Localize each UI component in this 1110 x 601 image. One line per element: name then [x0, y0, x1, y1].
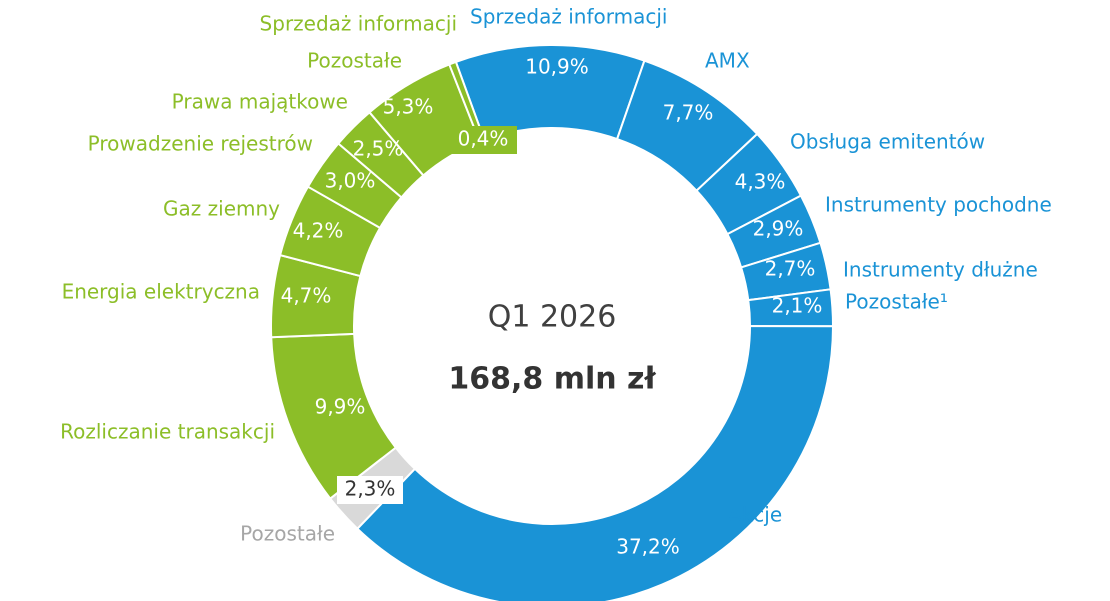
center-title: Q1 2026 [488, 300, 617, 335]
category-label: Pozostałe [307, 49, 402, 73]
value-label: 2,7% [765, 257, 816, 281]
value-label: 2,9% [753, 217, 804, 241]
value-label: 5,3% [383, 95, 434, 119]
category-label: Sprzedaż informacji [470, 5, 667, 29]
value-label-box [337, 476, 403, 504]
value-label: 2,3% [345, 477, 396, 501]
value-label: 37,2% [616, 535, 680, 559]
value-label: 7,7% [663, 101, 714, 125]
donut-segment [355, 325, 835, 601]
value-label: 0,4% [458, 127, 509, 151]
center-value: 168,8 mln zł [448, 362, 656, 397]
value-label: 10,9% [525, 55, 589, 79]
value-label: 9,9% [315, 395, 366, 419]
value-label: 4,2% [293, 219, 344, 243]
category-label: Obsługa emitentów [790, 130, 985, 154]
category-label: Instrumenty pochodne [825, 193, 1052, 217]
value-label: 2,1% [772, 294, 823, 318]
category-label: Prawa majątkowe [172, 90, 348, 114]
category-label: Pozostałe [240, 522, 335, 546]
value-label-box [449, 126, 517, 154]
value-label: 4,7% [281, 284, 332, 308]
category-label: Prowadzenie rejestrów [88, 132, 313, 156]
category-label: Gaz ziemny [163, 197, 280, 221]
category-label: Sprzedaż informacji [260, 12, 457, 36]
category-label: Energia elektryczna [62, 280, 260, 304]
category-label: Akcje [728, 503, 782, 527]
category-label: Instrumenty dłużne [843, 258, 1038, 282]
category-label: AMX [705, 49, 750, 73]
value-label: 4,3% [735, 170, 786, 194]
value-label: 3,0% [325, 169, 376, 193]
value-label: 2,5% [353, 137, 404, 161]
category-label: Pozostałe¹ [845, 290, 948, 314]
category-label: Rozliczanie transakcji [60, 420, 275, 444]
